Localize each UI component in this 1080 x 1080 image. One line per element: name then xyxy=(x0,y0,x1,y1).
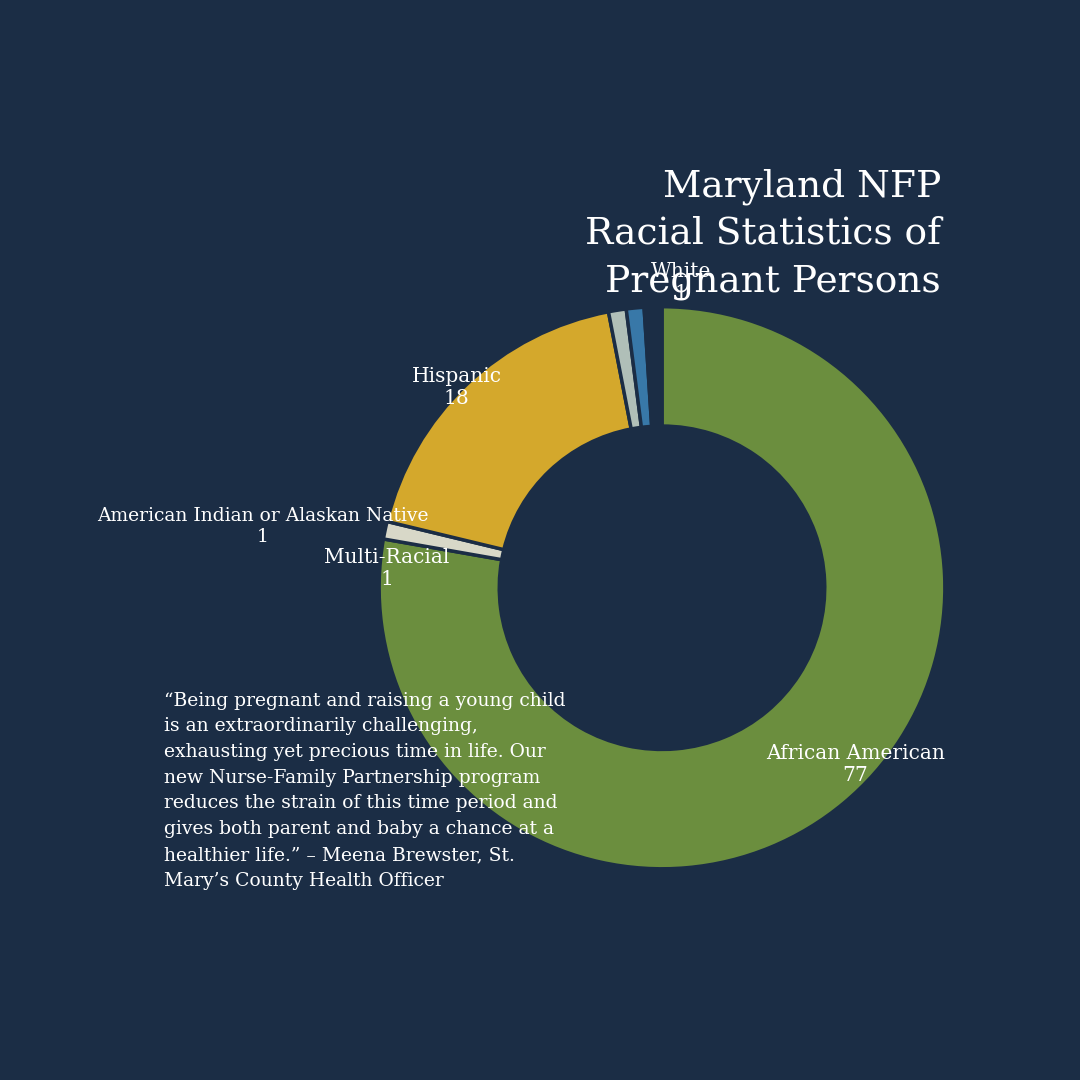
Text: American Indian or Alaskan Native
1: American Indian or Alaskan Native 1 xyxy=(97,507,429,545)
Text: Maryland NFP
Racial Statistics of
Pregnant Persons: Maryland NFP Racial Statistics of Pregna… xyxy=(585,168,941,299)
Wedge shape xyxy=(608,309,642,429)
Wedge shape xyxy=(626,308,651,428)
Wedge shape xyxy=(644,307,662,427)
Text: African American
77: African American 77 xyxy=(766,744,945,785)
Wedge shape xyxy=(379,307,945,868)
Text: Multi-Racial
1: Multi-Racial 1 xyxy=(324,548,449,589)
Wedge shape xyxy=(387,312,631,550)
Text: White
1: White 1 xyxy=(651,261,712,302)
Text: “Being pregnant and raising a young child
is an extraordinarily challenging,
exh: “Being pregnant and raising a young chil… xyxy=(164,691,566,890)
Text: Hispanic
18: Hispanic 18 xyxy=(411,367,501,408)
Wedge shape xyxy=(383,522,504,559)
